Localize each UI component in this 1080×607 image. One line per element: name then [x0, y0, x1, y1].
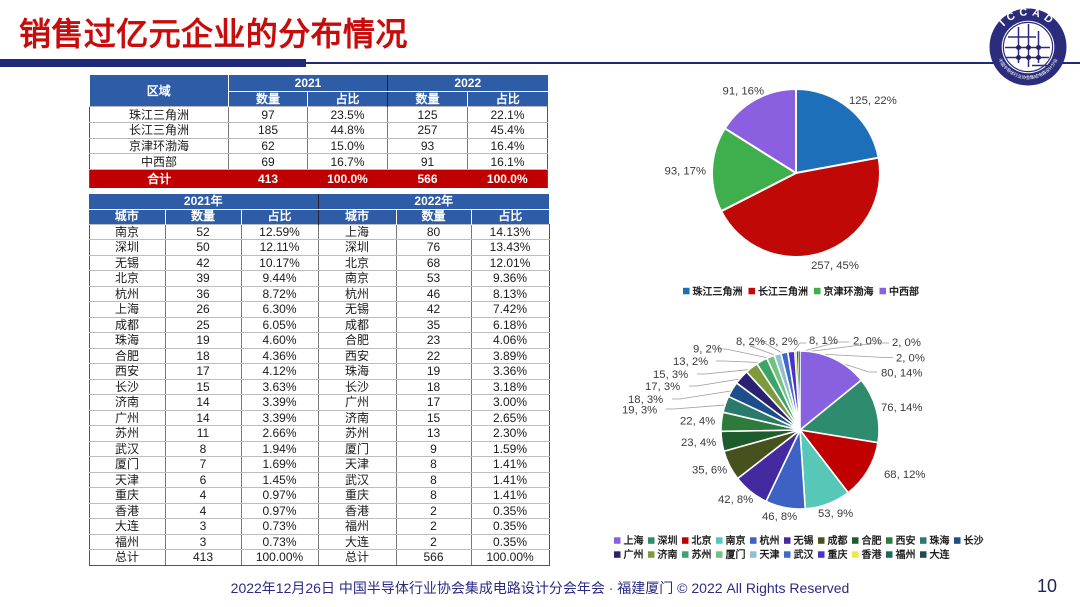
svg-text:广州: 广州 [624, 548, 644, 561]
svg-text:合肥: 合肥 [861, 534, 882, 547]
svg-text:22, 4%: 22, 4% [680, 416, 715, 428]
svg-text:长沙: 长沙 [964, 534, 984, 547]
svg-text:35, 6%: 35, 6% [692, 465, 727, 477]
svg-text:93, 17%: 93, 17% [665, 166, 706, 178]
svg-text:125, 22%: 125, 22% [849, 95, 897, 107]
svg-text:福州: 福州 [895, 548, 916, 561]
svg-text:苏州: 苏州 [692, 548, 712, 561]
svg-text:长江三角洲: 长江三角洲 [758, 285, 808, 298]
svg-text:北京: 北京 [692, 534, 712, 547]
svg-text:珠江三角洲: 珠江三角洲 [693, 285, 743, 298]
svg-text:中西部: 中西部 [889, 285, 919, 298]
svg-text:深圳: 深圳 [658, 534, 678, 547]
svg-text:西安: 西安 [896, 534, 916, 547]
svg-text:天津: 天津 [760, 548, 780, 561]
svg-text:53, 9%: 53, 9% [818, 508, 853, 520]
svg-text:8, 2%: 8, 2% [736, 336, 765, 348]
svg-text:重庆: 重庆 [828, 548, 848, 561]
svg-text:23, 4%: 23, 4% [681, 437, 716, 449]
svg-text:珠海: 珠海 [930, 534, 950, 547]
svg-text:17, 3%: 17, 3% [645, 381, 680, 393]
svg-text:成都: 成都 [828, 534, 848, 547]
svg-text:80, 14%: 80, 14% [881, 368, 922, 380]
svg-text:2, 0%: 2, 0% [896, 353, 925, 365]
svg-text:9, 2%: 9, 2% [693, 344, 722, 356]
svg-text:京津环渤海: 京津环渤海 [824, 285, 874, 298]
svg-text:南京: 南京 [726, 534, 746, 547]
svg-text:8, 2%: 8, 2% [769, 336, 798, 348]
svg-text:大连: 大连 [930, 548, 951, 561]
svg-text:无锡: 无锡 [793, 534, 814, 547]
svg-text:2, 0%: 2, 0% [853, 336, 882, 348]
svg-text:厦门: 厦门 [726, 548, 746, 561]
svg-text:13, 2%: 13, 2% [673, 356, 708, 368]
svg-text:18, 3%: 18, 3% [628, 394, 663, 406]
svg-text:42, 8%: 42, 8% [718, 494, 753, 506]
svg-text:91, 16%: 91, 16% [723, 86, 764, 98]
svg-text:257, 45%: 257, 45% [811, 260, 859, 272]
svg-text:武汉: 武汉 [794, 548, 815, 561]
svg-text:19, 3%: 19, 3% [622, 405, 657, 417]
svg-text:济南: 济南 [658, 548, 678, 561]
svg-text:上海: 上海 [624, 534, 644, 547]
svg-text:46, 8%: 46, 8% [762, 511, 797, 523]
svg-text:香港: 香港 [862, 548, 883, 561]
svg-text:2, 0%: 2, 0% [892, 337, 921, 349]
svg-text:15, 3%: 15, 3% [653, 369, 688, 381]
svg-text:76, 14%: 76, 14% [881, 402, 922, 414]
svg-text:8, 1%: 8, 1% [809, 335, 838, 347]
svg-text:68, 12%: 68, 12% [884, 469, 925, 481]
svg-text:杭州: 杭州 [760, 534, 780, 547]
